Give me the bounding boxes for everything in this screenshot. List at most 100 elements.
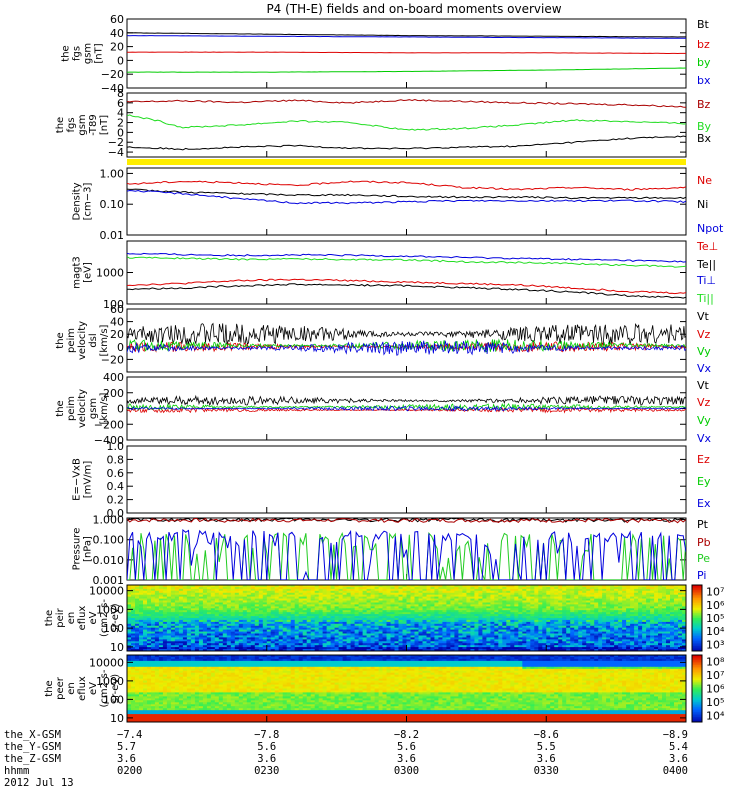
series-line <box>127 114 686 131</box>
legend-entry: Pi <box>697 569 706 582</box>
series-line <box>127 180 686 191</box>
y-axis-label-line: [nT] <box>94 43 105 63</box>
series-line <box>127 189 686 205</box>
y-tick-label: 0.4 <box>107 480 125 493</box>
y-tick-label: 1.0 <box>107 440 125 453</box>
y-axis-label-line: [km/s] <box>99 392 110 424</box>
y-axis-label-line: peir <box>55 607 66 627</box>
x-axis-value: −7.4 <box>117 729 142 741</box>
y-tick-label: 0.8 <box>107 453 125 466</box>
y-tick-label: 40 <box>110 316 124 329</box>
y-axis-label-line: eV <box>88 682 99 695</box>
x-axis-value: 5.4 <box>669 741 688 753</box>
y-axis-label-line: [nPa] <box>83 536 94 562</box>
series-line <box>127 32 686 38</box>
colorbar-label: 10⁶ <box>706 599 725 612</box>
panel-temperature: 1000 100 magt3 [eV] Te⊥ Te|| Ti⊥ Ti|| <box>72 240 719 311</box>
y-tick-label: 10 <box>110 641 124 654</box>
legend-entry: Ez <box>697 453 710 466</box>
series-line <box>127 252 686 263</box>
colorbar-label: 10⁵ <box>706 612 724 625</box>
colorbar-label: 10⁴ <box>706 625 725 638</box>
y-tick-label: 60 <box>110 13 124 26</box>
y-axis-label-line: [cm−3] <box>83 183 94 221</box>
legend-entry: Ti|| <box>696 292 714 305</box>
x-axis-value: 5.6 <box>397 741 416 753</box>
y-tick-label: 1.00 <box>100 167 125 180</box>
x-axis-value: 3.6 <box>537 753 556 765</box>
x-axis-value: 0300 <box>394 765 419 777</box>
x-axis-value: 0400 <box>663 765 688 777</box>
y-axis-label-line: the <box>44 680 55 696</box>
series-line <box>127 404 686 412</box>
series-line <box>127 35 686 39</box>
y-axis-label-line: eflux <box>77 606 88 631</box>
series-line <box>127 518 686 523</box>
y-tick-label: −2 <box>108 136 124 149</box>
chart-title: P4 (TH-E) fields and on-board moments ov… <box>266 2 561 16</box>
heatmap-cells <box>127 585 687 652</box>
x-axis-row-label: hhmm <box>4 765 29 777</box>
x-axis-row-label: the_X-GSM <box>4 729 61 741</box>
y-axis-label-line: [mV/m] <box>83 461 94 499</box>
y-tick-label: 8 <box>117 87 124 100</box>
y-tick-label: 10000 <box>89 656 124 669</box>
y-axis-label-line: en <box>66 682 77 695</box>
y-tick-label: 6 <box>117 97 124 110</box>
y-tick-label: 4 <box>117 107 124 120</box>
y-tick-label: 0 <box>117 54 124 67</box>
legend-entry: Npot <box>697 222 724 235</box>
panel-frame <box>126 308 687 373</box>
x-axis-value: −8.9 <box>663 729 688 741</box>
legend-entry: Ex <box>697 497 711 510</box>
legend-entry: By <box>697 120 712 133</box>
y-tick-label: −20 <box>101 68 124 81</box>
colorbar-label: 10⁷ <box>706 586 724 599</box>
x-axis-value: 5.7 <box>117 741 136 753</box>
y-tick-label: 0.0 <box>107 507 125 520</box>
y-tick-label: 0 <box>117 126 124 139</box>
y-axis-label-line: gsm <box>77 114 88 135</box>
series-line <box>127 67 686 73</box>
y-axis-label-line: peer <box>55 676 66 700</box>
colorbar-label: 10⁴ <box>706 709 725 722</box>
y-axis-label: the peir en eflux eV (cm2-s-sr-eV) <box>44 599 121 637</box>
y-tick-label: 200 <box>103 387 124 400</box>
x-axis-value: 0330 <box>534 765 559 777</box>
y-tick-label: 0 <box>117 341 124 354</box>
y-axis-label-line: sr-eV) <box>110 674 121 703</box>
panel-frame <box>126 240 687 305</box>
legend-entry: by <box>697 56 711 69</box>
legend-entry: Vz <box>697 328 711 341</box>
x-axis-value: 5.6 <box>257 741 276 753</box>
y-axis-label-line: [nT] <box>99 115 110 135</box>
y-axis-label: the peim velocity dsl [km/s] <box>55 321 110 360</box>
series-line <box>127 518 686 524</box>
colorbar-label: 10⁶ <box>706 683 725 696</box>
tplot-status-bar <box>127 159 686 165</box>
x-axis-value: 0230 <box>254 765 279 777</box>
y-tick-label: 10000 <box>89 585 124 598</box>
series-line <box>127 394 686 407</box>
y-axis-label-line: dsl <box>88 333 99 347</box>
y-axis-label-line: [eV] <box>83 262 94 283</box>
x-axis-value: −8.2 <box>394 729 419 741</box>
y-axis-label-line: velocity <box>77 389 88 428</box>
legend-entry: Vz <box>697 396 711 409</box>
y-tick-label: 1000 <box>96 675 124 688</box>
legend-entry: Bz <box>697 98 711 111</box>
legend-entry: Pe <box>697 552 710 565</box>
y-axis-label-line: velocity <box>77 321 88 360</box>
y-tick-label: 100 <box>103 622 124 635</box>
x-axis-value: 3.6 <box>397 753 416 765</box>
y-tick-label: 20 <box>110 41 124 54</box>
y-tick-label: 1.000 <box>93 514 125 527</box>
x-axis-value: −8.6 <box>534 729 559 741</box>
series-line <box>127 256 686 268</box>
